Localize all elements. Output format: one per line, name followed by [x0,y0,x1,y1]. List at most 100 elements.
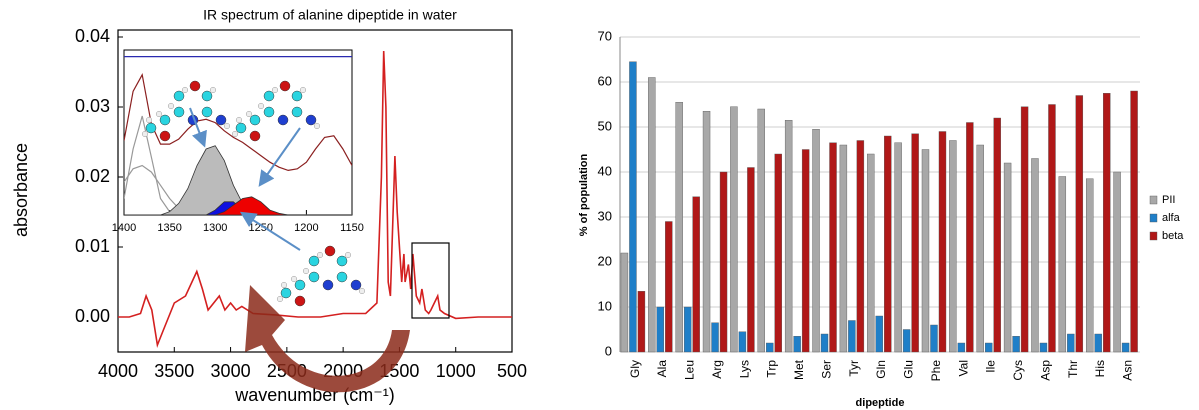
y-tick-label: 0 [605,343,612,358]
bar [637,291,646,353]
decoration [299,86,307,94]
y-tick-label: 40 [598,163,612,178]
decoration [258,127,301,187]
bar [930,324,938,353]
data-line [124,196,352,215]
decoration [322,279,334,291]
bar [1094,333,1102,353]
bar [711,322,719,353]
bar [829,142,837,353]
decoration [277,114,289,126]
x-tick-label: 4000 [98,361,138,381]
bar [766,342,774,353]
decoration [159,114,171,126]
bar [976,144,984,353]
x-tick-label: 1200 [294,222,318,234]
bar [875,315,883,353]
bar [949,140,957,353]
x-tick-label: Glu [902,360,916,379]
bar [620,252,629,353]
x-tick-label: 1000 [436,361,476,381]
x-tick-label: Ala [655,360,669,378]
decoration [279,80,291,92]
x-tick-label: Asn [1120,360,1134,381]
x-tick-label: Gln [874,360,888,379]
bar [683,306,692,353]
bar [867,153,875,353]
x-tick-label: Ile [984,360,998,373]
decoration [249,114,261,126]
decoration [358,287,366,295]
decoration [235,116,243,124]
decoration [201,106,213,118]
bar [966,122,974,353]
decoration [173,106,185,118]
bar [1113,171,1121,353]
x-tick-label: Asp [1038,360,1052,381]
y-tick-label: 10 [598,298,612,313]
x-axis-label: dipeptide [856,397,905,409]
decoration [145,122,157,134]
x-tick-label: Cys [1011,360,1025,381]
x-tick-label: Gly [628,360,642,378]
bar [812,129,820,353]
decoration [189,80,201,92]
bar [629,61,637,353]
bar [692,196,700,353]
decoration [294,279,306,291]
decoration [141,130,149,138]
bar [993,117,1001,353]
decoration [291,90,303,102]
decoration [336,271,348,283]
bar [801,149,810,353]
bar [656,306,665,353]
bar [738,331,747,353]
bar [793,336,801,353]
bar [702,111,711,353]
bar [747,167,755,353]
decoration [308,255,320,267]
bar [839,144,848,353]
bar [1003,162,1012,353]
bar [1020,106,1029,353]
bar [784,120,793,353]
decoration [231,130,239,138]
decoration [155,110,163,118]
y-tick-label: 30 [598,208,612,223]
decoration [313,122,321,130]
decoration [291,106,303,118]
decoration [308,271,320,283]
legend-label: beta [1162,230,1184,242]
bar [1031,158,1039,353]
bar [1067,333,1075,353]
bar [1121,342,1130,353]
decoration [209,86,217,94]
bar [1102,93,1111,353]
bar [1130,90,1138,353]
legend-label: PII [1162,194,1175,206]
decoration [263,90,275,102]
data-line [118,50,512,348]
bar [675,102,683,353]
decoration [223,122,231,130]
y-tick-label: 0.00 [75,306,110,326]
bar [848,320,856,353]
y-tick-label: 0.02 [75,166,110,186]
bar [774,153,782,353]
data-line [124,73,352,172]
decoration [257,102,265,110]
decoration [290,275,298,283]
y-tick-label: 0.01 [75,236,110,256]
x-tick-label: 1400 [112,222,136,234]
bar [1048,104,1056,353]
x-tick-label: 1300 [203,222,227,234]
x-tick-label: 1150 [340,222,364,234]
legend-swatch [1149,195,1158,205]
bar [1012,336,1020,353]
x-tick-label: 1250 [249,222,273,234]
decoration [344,251,352,259]
bar [884,135,892,353]
bar [730,106,738,353]
legend-swatch [1149,231,1158,241]
